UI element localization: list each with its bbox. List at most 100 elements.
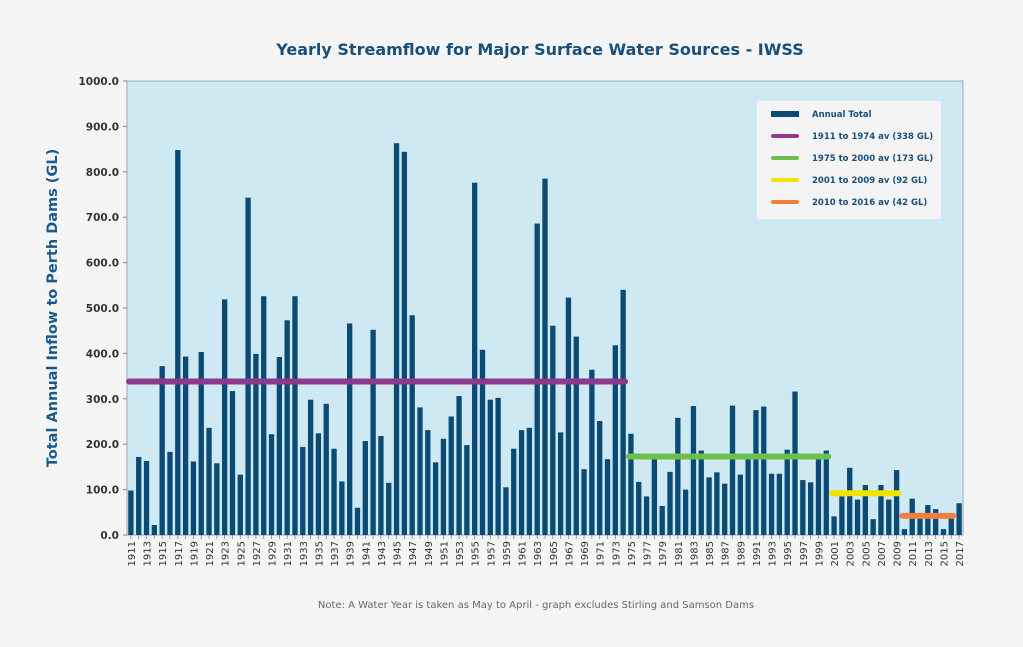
bar-1924 — [229, 391, 236, 535]
x-tick-label: 1971 — [596, 541, 607, 566]
bar-1964 — [542, 178, 548, 536]
bar-1914 — [151, 525, 158, 535]
x-tick-label: 2015 — [939, 541, 950, 566]
chart-title: Yearly Streamflow for Major Surface Wate… — [275, 40, 803, 59]
bar-1940 — [354, 507, 361, 535]
bar-1995 — [784, 449, 790, 535]
y-tick-label: 700.0 — [86, 212, 119, 224]
average-lines — [126, 378, 957, 519]
bar-1988 — [729, 405, 736, 535]
x-tick-label: 2001 — [830, 541, 841, 566]
bar-2017 — [956, 503, 962, 535]
x-tick-label: 1933 — [299, 541, 310, 566]
bar-1934 — [307, 399, 314, 535]
bar-1932 — [292, 296, 298, 535]
bar-2012 — [917, 514, 923, 535]
bar-1961 — [518, 430, 525, 535]
x-tick-label: 1977 — [643, 541, 654, 566]
bar-1999 — [815, 456, 822, 535]
x-tick-label: 1951 — [439, 541, 450, 566]
x-tick-label: 2013 — [924, 541, 935, 566]
x-tick-label: 1961 — [518, 541, 529, 566]
y-tick-label: 800.0 — [86, 167, 119, 179]
bar-1983 — [690, 406, 697, 535]
bar-1927 — [253, 353, 259, 535]
chart-note: Note: A Water Year is taken as May to Ap… — [318, 600, 754, 611]
bar-1912 — [136, 456, 142, 535]
x-tick-label: 1981 — [674, 541, 685, 566]
x-tick-label: 2003 — [846, 541, 857, 566]
bar-2007 — [878, 485, 884, 535]
bar-2015 — [940, 529, 947, 535]
x-tick-label: 1973 — [611, 541, 622, 566]
bar-1962 — [526, 427, 533, 535]
bar-2016 — [948, 516, 954, 535]
x-tick-label: 1983 — [689, 541, 700, 566]
x-tick-label: 1975 — [627, 541, 638, 566]
bar-1993 — [768, 473, 775, 535]
x-tick-label: 1917 — [174, 541, 185, 566]
x-tick-label: 1993 — [768, 541, 779, 566]
x-tick-label: 2007 — [877, 541, 888, 566]
x-tick-label: 1987 — [721, 541, 732, 566]
bar-1990 — [745, 457, 751, 535]
y-tick-label: 400.0 — [86, 348, 119, 360]
x-tick-label: 1941 — [361, 541, 372, 566]
bar-1926 — [245, 197, 251, 536]
bar-1972 — [604, 459, 611, 535]
bar-1968 — [573, 336, 579, 535]
bar-2014 — [932, 509, 939, 535]
x-tick-label: 1911 — [127, 541, 138, 566]
x-tick-label: 1929 — [268, 541, 279, 566]
bar-1956 — [479, 349, 486, 535]
legend-label: 1911 to 1974 av (338 GL) — [812, 132, 933, 142]
bar-1935 — [315, 433, 322, 535]
x-tick-label: 1945 — [393, 541, 404, 566]
x-tick-label: 1919 — [189, 541, 200, 566]
bar-1917 — [175, 150, 181, 535]
bar-2003 — [847, 467, 853, 535]
bar-1911 — [128, 490, 134, 535]
bars — [128, 143, 962, 536]
bar-2013 — [925, 505, 931, 535]
bar-1979 — [659, 505, 665, 535]
bar-1989 — [737, 474, 743, 535]
x-tick-label: 1957 — [486, 541, 497, 566]
bar-1955 — [472, 182, 478, 536]
bar-2005 — [862, 485, 868, 535]
y-axis-label: Total Annual Inflow to Perth Dams (GL) — [45, 149, 61, 467]
bar-1980 — [667, 471, 673, 535]
bar-1920 — [198, 352, 204, 535]
bar-1918 — [182, 356, 189, 535]
x-tick-label: 1935 — [314, 541, 325, 566]
bar-1957 — [487, 399, 493, 535]
bar-1937 — [331, 448, 337, 535]
bar-1971 — [597, 421, 603, 535]
bar-1965 — [550, 325, 556, 535]
bar-1942 — [370, 329, 376, 535]
x-tick-label: 1943 — [377, 541, 388, 566]
bar-1987 — [722, 483, 728, 535]
x-tick-label: 1931 — [283, 541, 294, 566]
bar-1922 — [214, 463, 220, 535]
legend-label: 1975 to 2000 av (173 GL) — [812, 154, 933, 164]
bar-1976 — [636, 481, 642, 535]
bar-1939 — [347, 323, 353, 535]
x-tick-label: 1991 — [752, 541, 763, 566]
bar-1959 — [503, 487, 509, 535]
bar-2004 — [854, 499, 861, 535]
x-tick-label: 1969 — [580, 541, 591, 566]
x-tick-label: 2017 — [955, 541, 966, 566]
bar-1974 — [620, 289, 626, 535]
bar-1994 — [776, 473, 783, 535]
bar-1975 — [628, 433, 634, 535]
bar-1921 — [206, 427, 212, 535]
bar-1916 — [167, 451, 173, 535]
x-tick-label: 1965 — [549, 541, 560, 566]
y-tick-label: 1000.0 — [78, 76, 119, 88]
legend-label: 2001 to 2009 av (92 GL) — [812, 176, 927, 186]
bar-1949 — [425, 430, 431, 535]
x-tick-label: 1953 — [455, 541, 466, 566]
y-tick-label: 0.0 — [100, 530, 119, 542]
